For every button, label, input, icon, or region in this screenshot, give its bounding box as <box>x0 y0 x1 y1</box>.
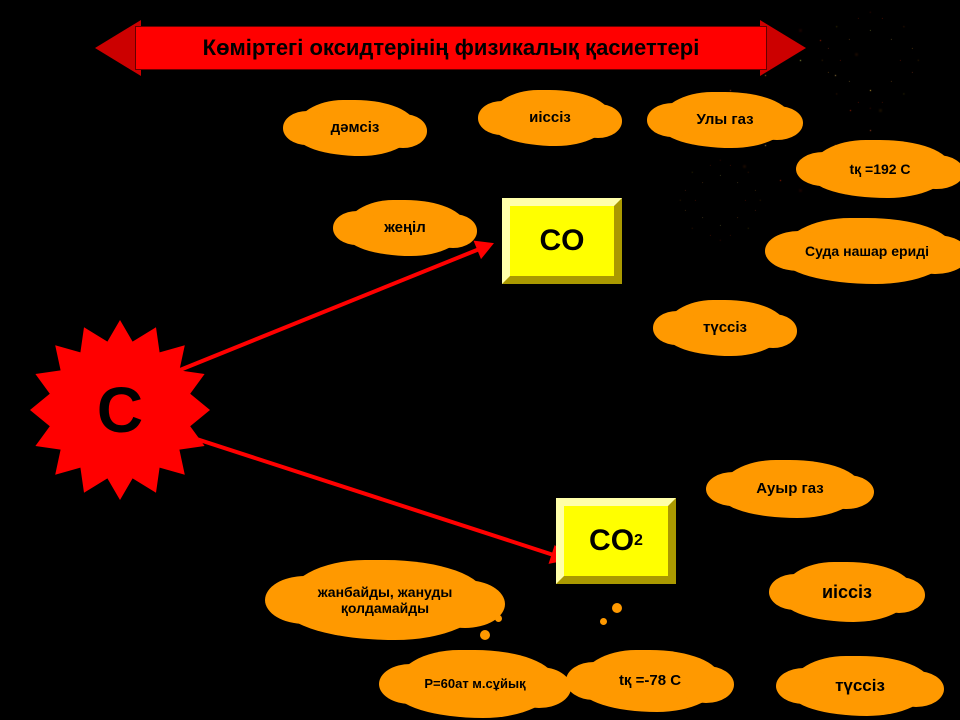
page-title: Көміртегі оксидтерінің физикалық қасиетт… <box>135 26 767 70</box>
bubble-tail <box>480 630 490 640</box>
cloud-label: P=60ат м.сұйық <box>424 677 525 692</box>
cloud-tussiz-1: түссіз <box>665 300 785 356</box>
bubble-tail <box>495 615 502 622</box>
arrow-c-to-co2 <box>174 430 556 557</box>
cloud-suda: Суда нашар ериді <box>782 218 952 284</box>
cloud-label: түссіз <box>835 676 885 696</box>
title-text: Көміртегі оксидтерінің физикалық қасиетт… <box>203 35 700 60</box>
cloud-label: түссіз <box>703 319 747 336</box>
cloud-label: дәмсіз <box>331 119 380 136</box>
cloud-label: жеңіл <box>384 219 426 236</box>
cloud-label: иіссіз <box>822 582 872 603</box>
cloud-iissiz-2: иіссіз <box>782 562 912 622</box>
cloud-tussiz-2: түссіз <box>790 656 930 716</box>
cloud-damsiz: дәмсіз <box>295 100 415 156</box>
cloud-auyr: Ауыр газ <box>720 460 860 518</box>
cloud-label: Ауыр газ <box>756 480 824 497</box>
cloud-label: иіссіз <box>529 109 571 126</box>
cloud-iissiz-1: иіссіз <box>490 90 610 146</box>
cloud-label: tқ =-78 С <box>619 672 681 689</box>
node-co2: CO2 <box>556 498 676 584</box>
center-node-label: C <box>97 373 143 447</box>
cloud-label: tқ =192 С <box>849 161 910 177</box>
center-node-carbon: C <box>30 320 210 500</box>
bubble-tail <box>600 618 607 625</box>
cloud-jenil: жеңіл <box>345 200 465 256</box>
node-co: CO <box>502 198 622 284</box>
arrow-c-to-co <box>174 247 481 374</box>
cloud-label: Улы газ <box>696 111 753 128</box>
cloud-janbaidy: жанбайды, жануды қолдамайды <box>285 560 485 640</box>
cloud-p60: P=60ат м.сұйық <box>395 650 555 718</box>
cloud-t-78: tқ =-78 С <box>580 650 720 712</box>
bubble-tail <box>612 603 622 613</box>
cloud-label: жанбайды, жануды қолдамайды <box>295 584 475 616</box>
cloud-label: Суда нашар ериді <box>805 243 929 259</box>
cloud-t192: tқ =192 С <box>810 140 950 198</box>
cloud-uly-gaz: Улы газ <box>660 92 790 148</box>
